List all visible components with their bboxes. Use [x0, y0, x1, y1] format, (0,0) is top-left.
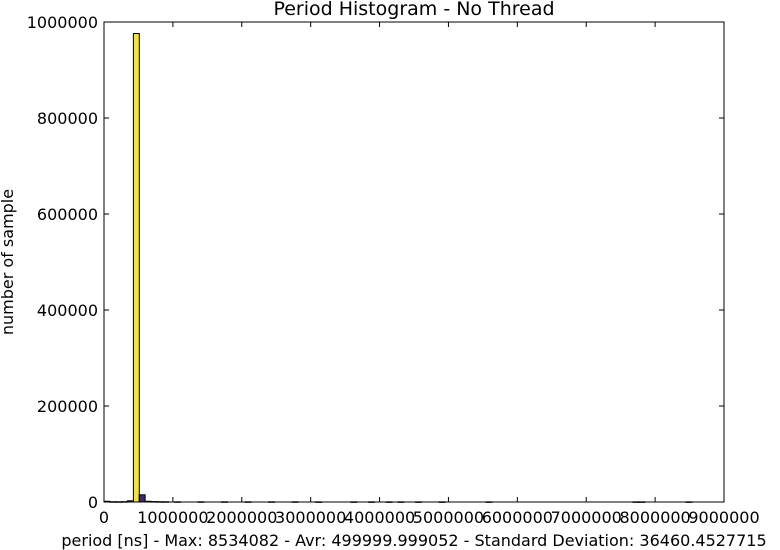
y-tick-label: 1000000 [27, 13, 98, 32]
x-tick-label: 9000000 [688, 508, 759, 527]
chart-title: Period Histogram - No Thread [273, 0, 554, 20]
x-tick-label: 6000000 [482, 508, 553, 527]
histogram-bar [132, 33, 140, 503]
x-tick-label: 4000000 [344, 508, 415, 527]
x-tick-label: 8000000 [619, 508, 690, 527]
y-tick-label: 0 [88, 493, 98, 512]
x-tick-label: 5000000 [413, 508, 484, 527]
x-tick-label: 7000000 [551, 508, 622, 527]
x-tick-label: 0 [99, 508, 109, 527]
x-tick-label: 2000000 [206, 508, 277, 527]
y-tick-label: 200000 [37, 397, 98, 416]
histogram-bars [103, 33, 693, 503]
plot-frame [103, 21, 725, 503]
x-axis-label: period [ns] - Max: 8534082 - Avr: 499999… [61, 531, 766, 550]
x-tick-labels: 0 100000020000003000000400000050000006000… [99, 508, 760, 527]
y-tick-label: 400000 [37, 301, 98, 320]
y-tick-label: 800000 [37, 109, 98, 128]
axis-ticks [103, 21, 725, 503]
y-tick-labels: 0 200000 400000 600000 800000 1000000 [27, 13, 98, 512]
y-tick-label: 600000 [37, 205, 98, 224]
x-tick-label: 1000000 [137, 508, 208, 527]
histogram-bar [138, 494, 146, 503]
x-tick-label: 3000000 [275, 508, 346, 527]
y-axis-label: number of sample [0, 189, 17, 335]
